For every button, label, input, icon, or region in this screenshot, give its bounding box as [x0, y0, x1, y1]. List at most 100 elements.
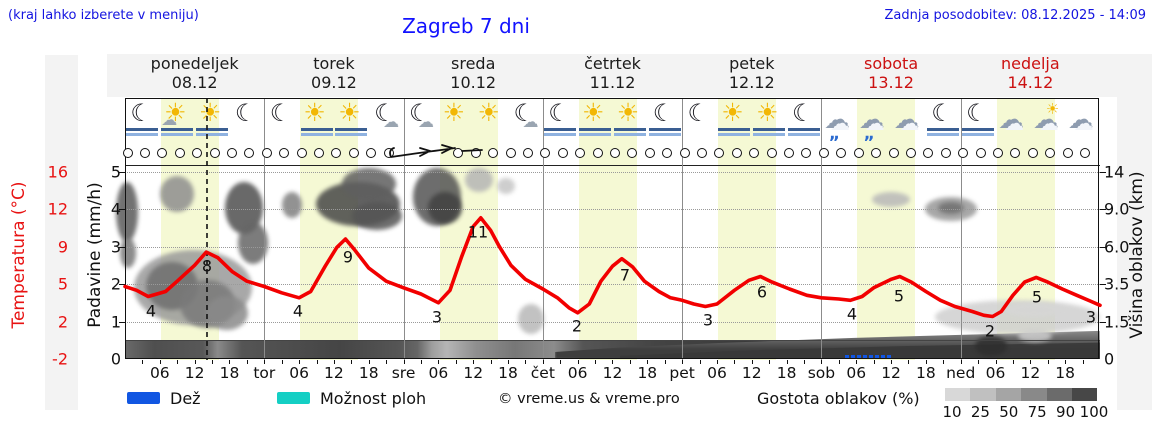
cloud-blob: [497, 178, 515, 194]
cloud-icon: ☁: [1038, 111, 1059, 135]
sun-icon: ☀: [164, 98, 187, 127]
right-axis-tick: [1100, 284, 1106, 286]
showers-legend-label: Možnost ploh: [320, 389, 427, 408]
day-name: nedelja: [1001, 54, 1060, 73]
sun-icon: ☀: [721, 98, 744, 127]
wind-calm-circle: [1027, 148, 1038, 158]
cloud-icon: ☁: [1032, 105, 1059, 135]
density-tick-label: 25: [970, 403, 990, 421]
wind-calm-circle: [261, 148, 272, 158]
fog-icon: [648, 128, 681, 131]
weather-icon-moon: ☾: [682, 100, 718, 148]
cloud-icon: ☁: [997, 105, 1024, 135]
wind-calm-circle: [157, 148, 168, 158]
density-tick-label: 75: [1027, 403, 1047, 421]
temp-value-label: 4: [292, 301, 304, 321]
x-tick: [664, 360, 666, 364]
cloud-height-tick-label: 14: [1104, 162, 1125, 181]
temp-value-label: 2: [571, 316, 583, 336]
x-hour-label: 18: [219, 364, 240, 382]
x-hour-label: 18: [358, 364, 379, 382]
sun-icon: ☀: [756, 98, 779, 127]
wind-calm-circle: [697, 148, 708, 158]
x-tick: [508, 360, 510, 364]
moon-icon: ☾: [966, 99, 988, 127]
wind-calm-circle: [923, 148, 934, 158]
wind-calm-circle: [905, 148, 916, 158]
x-hour-label: 12: [881, 364, 901, 382]
density-shade: [1072, 388, 1098, 401]
x-day-abbrev-label: čet: [530, 364, 555, 382]
x-hour-label: 12: [1020, 364, 1041, 382]
density-tick-label: 50: [999, 403, 1019, 421]
precip-tick-label: 0: [110, 349, 121, 369]
fog-icon: [648, 133, 681, 136]
moon-icon: ☾: [513, 99, 535, 127]
wind-calm-circle: [853, 148, 864, 158]
temp-tick-label: 2: [57, 312, 68, 331]
wind-calm-circle: [714, 148, 725, 158]
x-day-abbrev-label: sre: [391, 364, 416, 382]
x-tick: [542, 360, 544, 364]
weather-icon-moon-fog: ☾: [542, 100, 578, 148]
x-hour-label: 06: [428, 364, 449, 382]
temp-value-label: 3: [702, 310, 714, 330]
x-tick: [386, 360, 388, 364]
wind-calm-circle: [470, 148, 481, 158]
temp-tick-label: 16: [47, 162, 68, 181]
precip-tick-label: 1: [110, 312, 121, 331]
precip-tick-label: 4: [110, 199, 121, 219]
fog-icon: [161, 128, 194, 131]
cloud-icon: ☁: [899, 111, 920, 135]
fog-icon: [927, 128, 960, 131]
x-tick: [281, 360, 283, 364]
x-hour-label: 18: [776, 364, 797, 382]
left-axis-tick: [119, 321, 125, 323]
x-hour-label: 12: [324, 364, 344, 382]
wind-calm-circle: [348, 148, 359, 158]
cloud-density-label: Gostota oblakov (%): [757, 389, 920, 408]
sun-icon: ☀: [199, 98, 222, 127]
cloud-blob: [872, 192, 910, 207]
sun-icon: ☀: [303, 98, 326, 127]
x-tick: [978, 360, 980, 364]
left-axis-tick: [119, 246, 125, 248]
x-hour-label: 12: [184, 364, 205, 382]
page-title: Zagreb 7 dni: [402, 14, 530, 38]
wind-calm-circle: [453, 148, 464, 158]
x-tick: [525, 360, 527, 364]
sun-icon: ☀: [1045, 100, 1060, 118]
left-axis-tick: [119, 284, 125, 286]
day-name: sreda: [451, 54, 496, 73]
cloud-blob: [975, 336, 1007, 356]
x-hour-label: 06: [985, 364, 1006, 382]
fog-icon: [927, 133, 960, 136]
temp-value-label: 5: [1031, 287, 1043, 307]
weather-icon-sun-fog: ☀: [612, 100, 648, 148]
x-hour-label: 18: [498, 364, 518, 382]
credit-link[interactable]: © vreme.us & vreme.pro: [498, 391, 680, 407]
cloud-icon: ☁: [829, 111, 850, 135]
wind-calm-circle: [488, 148, 499, 158]
wind-calm-circle: [226, 148, 237, 158]
weather-icon-sun-fog: ☀: [751, 100, 787, 148]
left-axis-tick: [119, 171, 125, 173]
wind-calm-circle: [609, 148, 620, 158]
wind-calm-circle: [557, 148, 568, 158]
showers-legend-swatch: [277, 392, 310, 404]
rain-mark: [863, 355, 867, 358]
fog-icon: [196, 128, 229, 131]
x-tick: [577, 360, 579, 364]
wind-calm-circle: [1062, 148, 1073, 158]
x-tick: [1030, 360, 1032, 364]
wind-calm-circle: [993, 148, 1003, 158]
x-tick: [403, 360, 405, 364]
wind-calm-circle: [644, 148, 655, 158]
x-hour-label: 18: [637, 364, 658, 382]
x-tick: [299, 360, 301, 364]
x-tick: [1012, 360, 1014, 364]
cloud-blob: [1018, 330, 1052, 342]
cloud-icon: ☁: [864, 111, 885, 135]
fog-icon: [753, 128, 786, 131]
half-level-line: [125, 340, 1100, 341]
